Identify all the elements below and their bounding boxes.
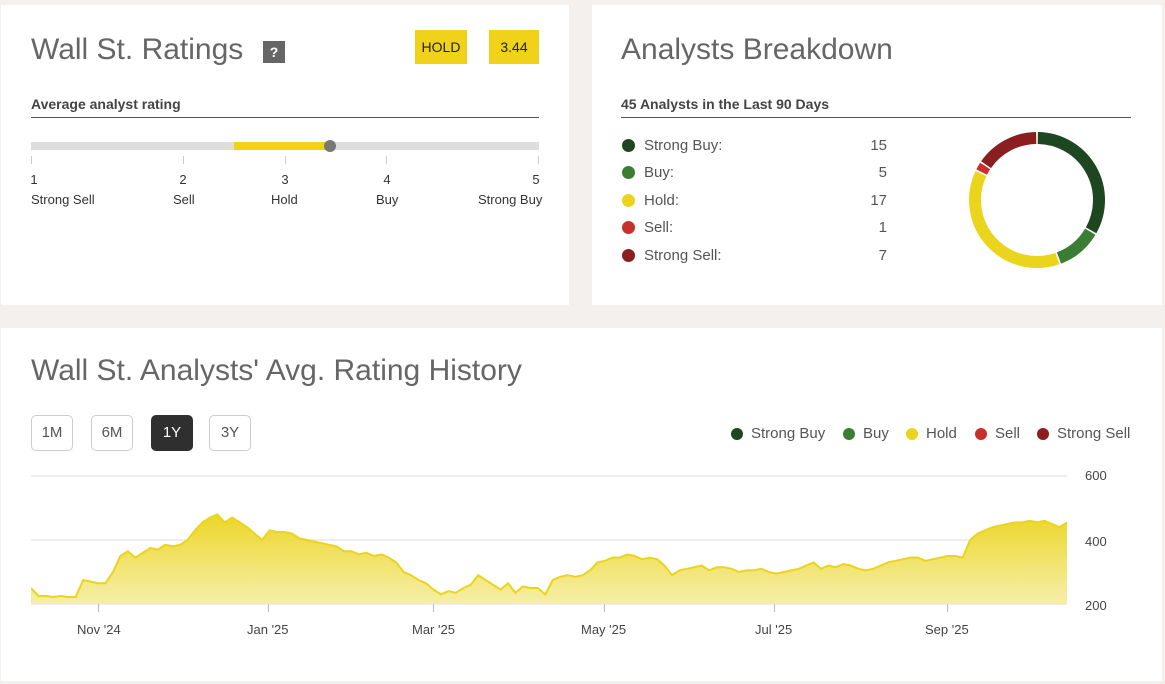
scale-tick [538,156,539,164]
legend-label: Sell [995,425,1021,442]
range-button-1m[interactable]: 1M [31,415,73,451]
scale-tick [285,156,286,164]
scale-number: 4 [383,172,391,187]
hold-line-series [31,513,1068,599]
scale-label: Sell [173,192,195,207]
donut-slice-strong-buy [1037,132,1105,234]
scale-number: 5 [532,172,540,187]
scale-label: Buy [376,192,399,207]
donut-slice-hold [969,170,1060,268]
legend-label: Strong Buy [751,425,826,442]
x-axis-label: May '25 [581,622,627,637]
wall-st-ratings-card: Wall St. Ratings ? HOLD 3.44 Average ana… [1,5,569,305]
y-axis-label: 600 [1085,468,1107,483]
breakdown-label: Strong Buy: [644,137,723,154]
scale-number: 2 [179,172,187,187]
x-axis-label: Sep '25 [925,622,969,637]
history-title: Wall St. Analysts' Avg. Rating History [31,354,522,387]
strong-sell-dot-icon [1037,428,1049,440]
average-rating-heading: Average analyst rating [31,96,181,112]
breakdown-label: Strong Sell: [644,247,722,264]
sell-dot-icon [622,221,635,234]
x-axis-label: Jul '25 [755,622,793,637]
divider [31,117,539,118]
x-axis-label: Nov '24 [77,622,121,637]
x-axis-tick [98,604,99,612]
rating-score-badge: 3.44 [489,30,539,64]
hold-dot-icon [906,428,918,440]
scale-tick [183,156,184,164]
breakdown-title: Analysts Breakdown [621,33,893,66]
scale-number: 1 [30,172,38,187]
rating-scale-marker [324,140,336,152]
breakdown-subtitle: 45 Analysts in the Last 90 Days [621,96,830,112]
strong-buy-dot-icon [731,428,743,440]
breakdown-row-strong-buy: Strong Buy: 15 [622,135,887,155]
x-axis-tick [433,604,434,612]
rating-history-card: Wall St. Analysts' Avg. Rating History 1… [1,328,1162,681]
x-axis-tick [774,604,775,612]
scale-number: 3 [281,172,289,187]
x-axis-tick [268,604,269,612]
legend-label: Buy [863,425,889,442]
breakdown-count: 7 [878,247,887,264]
x-axis-tick [604,604,605,612]
y-axis-label: 400 [1085,534,1107,549]
breakdown-row-strong-sell: Strong Sell: 7 [622,245,887,265]
breakdown-row-buy: Buy: 5 [622,162,887,182]
breakdown-count: 17 [870,192,887,209]
breakdown-count: 15 [870,137,887,154]
breakdown-row-hold: Hold: 17 [622,190,887,210]
rating-history-chart [31,475,1068,605]
breakdown-donut-chart [969,132,1105,268]
ratings-title: Wall St. Ratings [31,33,244,66]
range-button-1y[interactable]: 1Y [151,415,193,451]
legend-label: Strong Sell [1057,425,1131,442]
x-axis-tick [947,604,948,612]
help-icon[interactable]: ? [263,41,285,63]
rating-label-badge: HOLD [415,30,467,64]
analysts-breakdown-card: Analysts Breakdown 45 Analysts in the La… [592,5,1162,305]
breakdown-count: 5 [878,164,887,181]
buy-dot-icon [843,428,855,440]
donut-slice-strong-sell [981,132,1037,169]
range-button-3y[interactable]: 3Y [209,415,251,451]
breakdown-label: Sell: [644,219,674,236]
donut-slice-buy [1056,228,1096,264]
legend-label: Hold [926,425,957,442]
x-axis-label: Mar '25 [412,622,455,637]
rating-scale-fill [234,142,330,150]
hold-dot-icon [622,194,635,207]
divider [621,117,1131,118]
donut-slice-sell [976,162,991,175]
breakdown-label: Buy: [644,164,675,181]
scale-label: Strong Sell [31,192,95,207]
scale-label: Strong Buy [478,192,543,207]
sell-dot-icon [975,428,987,440]
hold-area-series [31,514,1067,604]
x-axis-label: Jan '25 [247,622,289,637]
scale-label: Hold [271,192,298,207]
strong-buy-dot-icon [622,139,635,152]
buy-dot-icon [622,166,635,179]
breakdown-row-sell: Sell: 1 [622,217,887,237]
breakdown-label: Hold: [644,192,680,209]
y-axis-label: 200 [1085,598,1107,613]
range-button-6m[interactable]: 6M [91,415,133,451]
scale-tick [31,156,32,164]
breakdown-count: 1 [878,219,887,236]
strong-sell-dot-icon [622,249,635,262]
scale-tick [386,156,387,164]
